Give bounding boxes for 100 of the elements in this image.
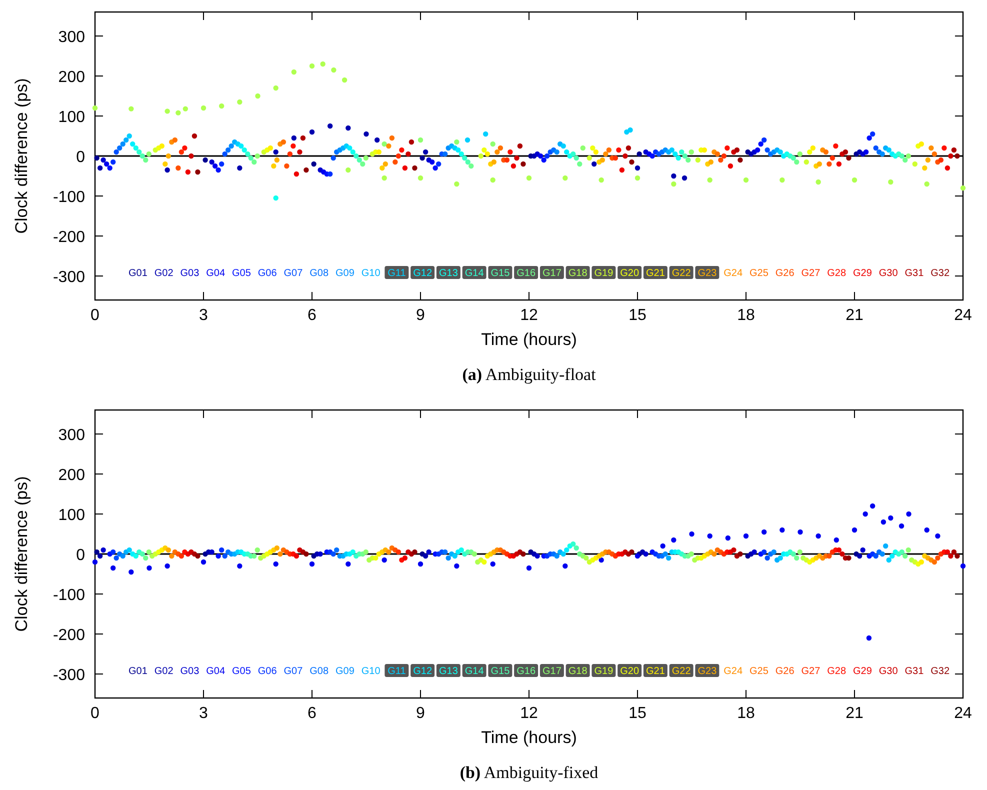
point xyxy=(245,151,250,157)
text: G21 xyxy=(646,268,666,279)
point xyxy=(520,161,526,167)
point xyxy=(754,147,760,153)
point xyxy=(880,151,885,157)
point xyxy=(686,157,691,163)
point xyxy=(330,551,336,557)
point xyxy=(164,563,170,569)
point xyxy=(671,173,676,179)
text: G14 xyxy=(464,268,484,279)
point xyxy=(816,533,821,539)
point xyxy=(852,527,858,533)
text: G19 xyxy=(594,268,614,279)
x-tick-label: 6 xyxy=(308,307,317,324)
point xyxy=(456,147,461,153)
point xyxy=(860,547,866,553)
point xyxy=(465,159,470,165)
point xyxy=(169,553,174,559)
point xyxy=(826,161,832,167)
y-tick-label: -300 xyxy=(52,269,86,286)
point xyxy=(960,185,966,191)
text: G08 xyxy=(310,666,329,677)
x-tick-label: 15 xyxy=(628,307,646,324)
text: G15 xyxy=(490,666,510,677)
point xyxy=(761,549,767,555)
point xyxy=(412,549,418,555)
point xyxy=(626,145,632,151)
point xyxy=(146,565,152,571)
point xyxy=(164,108,170,114)
text: G30 xyxy=(878,268,898,279)
point xyxy=(356,157,362,163)
point xyxy=(846,555,852,561)
point xyxy=(347,145,352,151)
point xyxy=(725,535,731,541)
point xyxy=(100,547,106,553)
point xyxy=(482,559,487,565)
point xyxy=(268,145,274,151)
point xyxy=(166,153,172,159)
point xyxy=(570,151,576,157)
point xyxy=(228,143,234,149)
point xyxy=(494,149,500,155)
point xyxy=(364,131,369,137)
point xyxy=(606,147,612,153)
point xyxy=(738,157,743,163)
point xyxy=(616,147,622,153)
point xyxy=(396,153,402,159)
point xyxy=(100,157,106,163)
x-tick-label: 0 xyxy=(90,705,100,722)
y-tick-label: -200 xyxy=(52,627,86,644)
text: G31 xyxy=(904,268,924,279)
point xyxy=(598,177,604,183)
y-tick-label: 200 xyxy=(58,467,86,484)
point xyxy=(454,181,460,187)
text: G23 xyxy=(698,666,718,677)
point xyxy=(318,551,323,557)
point xyxy=(218,547,224,553)
point xyxy=(870,503,876,509)
point xyxy=(833,143,838,149)
point xyxy=(254,153,260,159)
point xyxy=(107,165,112,171)
point xyxy=(436,161,442,167)
point xyxy=(836,547,842,553)
point xyxy=(212,163,218,169)
text: G18 xyxy=(568,666,588,677)
text: G13 xyxy=(438,268,458,279)
point xyxy=(442,549,448,555)
x-tick-label: 0 xyxy=(90,307,100,324)
text: G17 xyxy=(542,268,562,279)
point xyxy=(708,159,714,165)
point xyxy=(778,149,783,155)
point xyxy=(870,131,876,137)
point xyxy=(182,106,188,112)
y-tick-label: 300 xyxy=(58,427,86,444)
point xyxy=(562,563,568,569)
point xyxy=(380,165,385,171)
point xyxy=(526,565,532,571)
text: G04 xyxy=(206,666,226,677)
text: G06 xyxy=(258,666,278,677)
point xyxy=(143,555,148,561)
text: G06 xyxy=(258,268,278,279)
point xyxy=(906,547,911,553)
point xyxy=(883,543,888,549)
point xyxy=(728,163,734,169)
point xyxy=(888,515,894,521)
text: G29 xyxy=(852,666,872,677)
point xyxy=(202,157,208,163)
point xyxy=(928,145,934,151)
point xyxy=(948,153,954,159)
point xyxy=(671,181,676,187)
point xyxy=(932,151,938,157)
point xyxy=(584,555,589,561)
text: G29 xyxy=(852,268,872,279)
text: G01 xyxy=(128,268,148,279)
point xyxy=(580,145,586,151)
point xyxy=(192,133,198,139)
point xyxy=(574,155,579,161)
point xyxy=(273,195,278,201)
x-tick-label: 3 xyxy=(199,705,208,722)
point xyxy=(408,139,414,145)
text: G28 xyxy=(827,268,846,279)
